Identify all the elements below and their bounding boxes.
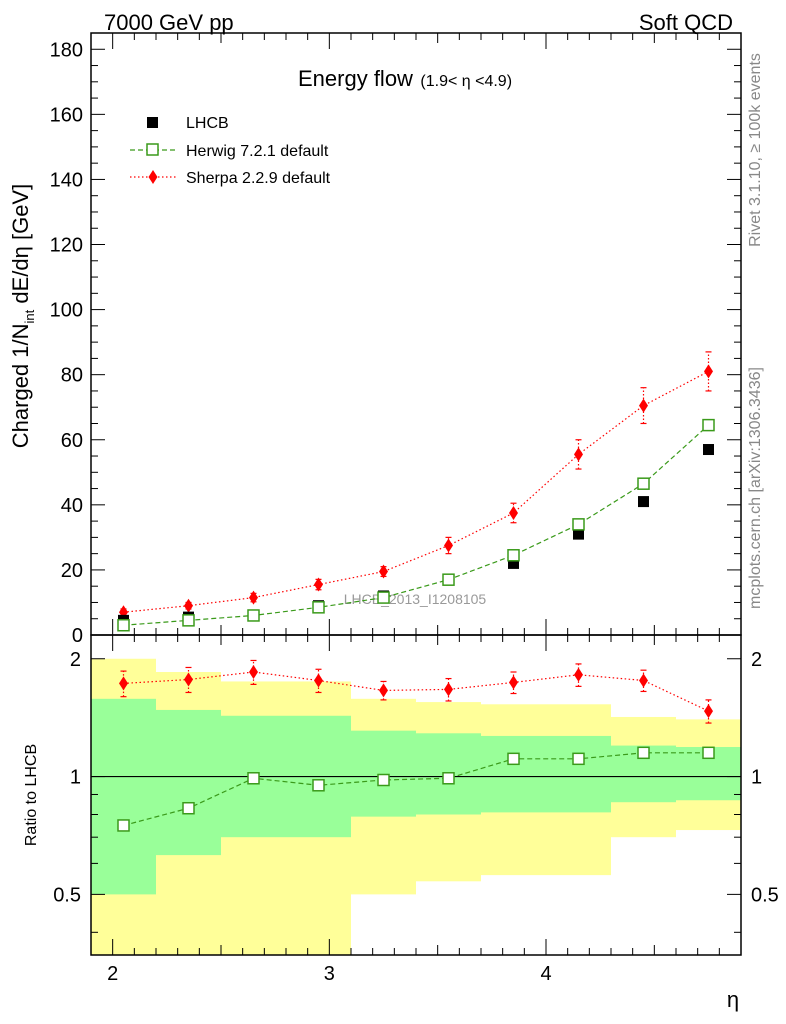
chart-title-main: Energy flow xyxy=(298,66,413,91)
y-axis-label-suffix: dE/dη [GeV] xyxy=(8,184,33,310)
ratio-y-tick-label-left: 0.5 xyxy=(53,884,81,906)
herwig-point xyxy=(117,618,130,632)
legend-label-lhcb: LHCB xyxy=(186,115,229,132)
header-left: 7000 GeV pp xyxy=(104,10,234,35)
ratio-herwig-point xyxy=(182,801,195,815)
header-right: Soft QCD xyxy=(639,10,733,35)
y-tick-label: 60 xyxy=(61,430,83,452)
y-tick-label: 40 xyxy=(61,495,83,517)
y-tick-label: 100 xyxy=(50,300,83,322)
ratio-sherpa-point xyxy=(184,672,193,687)
ratio-band-inner xyxy=(91,698,156,895)
ratio-sherpa-point xyxy=(574,667,583,682)
herwig-point xyxy=(312,601,325,614)
y-tick-label: 160 xyxy=(50,104,83,126)
herwig-point xyxy=(442,573,455,586)
herwig-point xyxy=(182,614,195,627)
analysis-watermark: LHCB_2013_I1208105 xyxy=(344,591,487,607)
sherpa-point xyxy=(379,564,388,579)
ratio-herwig-point xyxy=(117,819,130,832)
x-tick-label: 4 xyxy=(540,963,551,985)
x-tick-label: 3 xyxy=(324,963,335,985)
ratio-herwig-point xyxy=(637,746,650,760)
ratio-sherpa-point xyxy=(249,665,258,680)
ratio-herwig-point xyxy=(247,772,260,785)
ratio-sherpa-point xyxy=(509,675,518,690)
herwig-point xyxy=(377,591,390,604)
y-tick-label: 180 xyxy=(50,39,83,61)
sherpa-point xyxy=(639,398,648,413)
ratio-herwig-point xyxy=(702,746,715,760)
ratio-y-tick-label-right: 2 xyxy=(751,649,762,671)
y-tick-label: 80 xyxy=(61,365,83,387)
y-axis-label-sub: int xyxy=(22,309,37,323)
chart-title-range: (1.9< η <4.9) xyxy=(420,73,512,90)
lhcb-point xyxy=(638,496,649,508)
ratio-herwig-line xyxy=(123,752,709,827)
chart-title: Energy flow (1.9< η <4.9) xyxy=(298,66,512,91)
side-text-rivet: Rivet 3.1.10, ≥ 100k events xyxy=(747,53,764,247)
ratio-sherpa-point xyxy=(444,682,453,697)
ratio-sherpa-point xyxy=(119,676,128,691)
ratio-herwig-point xyxy=(377,773,390,787)
herwig-point xyxy=(637,477,650,490)
sherpa-point xyxy=(444,538,453,553)
ratio-axes: 0.5 0.5 1 1 2 2 2 3 4 xyxy=(53,635,779,985)
sherpa-point xyxy=(184,598,193,613)
lhcb-point xyxy=(703,444,714,456)
sherpa-point xyxy=(249,590,258,605)
sherpa-point xyxy=(509,505,518,520)
ratio-herwig-point xyxy=(442,772,455,785)
y-tick-label: 20 xyxy=(61,560,83,582)
lhcb-point xyxy=(508,557,519,569)
herwig-point xyxy=(572,518,585,531)
herwig-line xyxy=(123,424,709,626)
legend-marker-sherpa xyxy=(148,170,158,184)
legend-marker-herwig xyxy=(146,143,159,156)
sherpa-line xyxy=(123,370,709,613)
legend-label-herwig: Herwig 7.2.1 default xyxy=(186,143,329,160)
ratio-y-tick-label-right: 0.5 xyxy=(751,884,779,906)
legend: LHCB Herwig 7.2.1 default Sherpa 2.2.9 d… xyxy=(130,115,331,187)
sherpa-point xyxy=(574,447,583,462)
ratio-band-inner xyxy=(156,709,221,856)
ratio-series-group xyxy=(117,659,715,832)
ratio-y-tick-label-left: 1 xyxy=(70,767,81,789)
ratio-sherpa-point xyxy=(379,683,388,698)
lhcb-point xyxy=(573,528,584,540)
x-tick-label: 2 xyxy=(107,963,118,985)
herwig-point xyxy=(247,609,260,622)
ratio-y-tick-label-right: 1 xyxy=(751,767,762,789)
ratio-herwig-point xyxy=(507,752,520,766)
legend-marker-lhcb xyxy=(147,117,158,128)
ratio-sherpa-point xyxy=(314,673,323,688)
ratio-sherpa-point xyxy=(704,704,713,719)
side-text-mcplots: mcplots.cern.ch [arXiv:1306.3436] xyxy=(747,367,764,609)
main-series-group xyxy=(117,351,715,632)
ratio-herwig-point xyxy=(312,779,325,792)
ratio-band-inner xyxy=(351,730,416,817)
sherpa-point xyxy=(704,364,713,379)
ratio-band-inner xyxy=(481,735,546,813)
y-axis-label-prefix: Charged 1/N xyxy=(8,323,33,448)
ratio-uncertainty-bands xyxy=(91,658,741,955)
y-axis-label-ratio: Ratio to LHCB xyxy=(23,744,40,846)
main-axes: 0 20 40 60 80 100 120 140 160 180 xyxy=(50,32,742,647)
herwig-point xyxy=(702,418,715,432)
y-tick-label: 140 xyxy=(50,169,83,191)
ratio-herwig-point xyxy=(572,752,585,766)
y-tick-label: 0 xyxy=(72,625,83,647)
ratio-y-tick-label-left: 2 xyxy=(70,649,81,671)
y-tick-label: 120 xyxy=(50,235,83,257)
herwig-point xyxy=(507,549,520,562)
ratio-band-inner xyxy=(546,735,611,813)
x-axis-label: η xyxy=(727,987,739,1012)
legend-label-sherpa: Sherpa 2.2.9 default xyxy=(186,170,331,187)
sherpa-point xyxy=(314,577,323,592)
ratio-sherpa-point xyxy=(639,673,648,688)
y-axis-label-main: Charged 1/Nint dE/dη [GeV] xyxy=(8,184,37,448)
